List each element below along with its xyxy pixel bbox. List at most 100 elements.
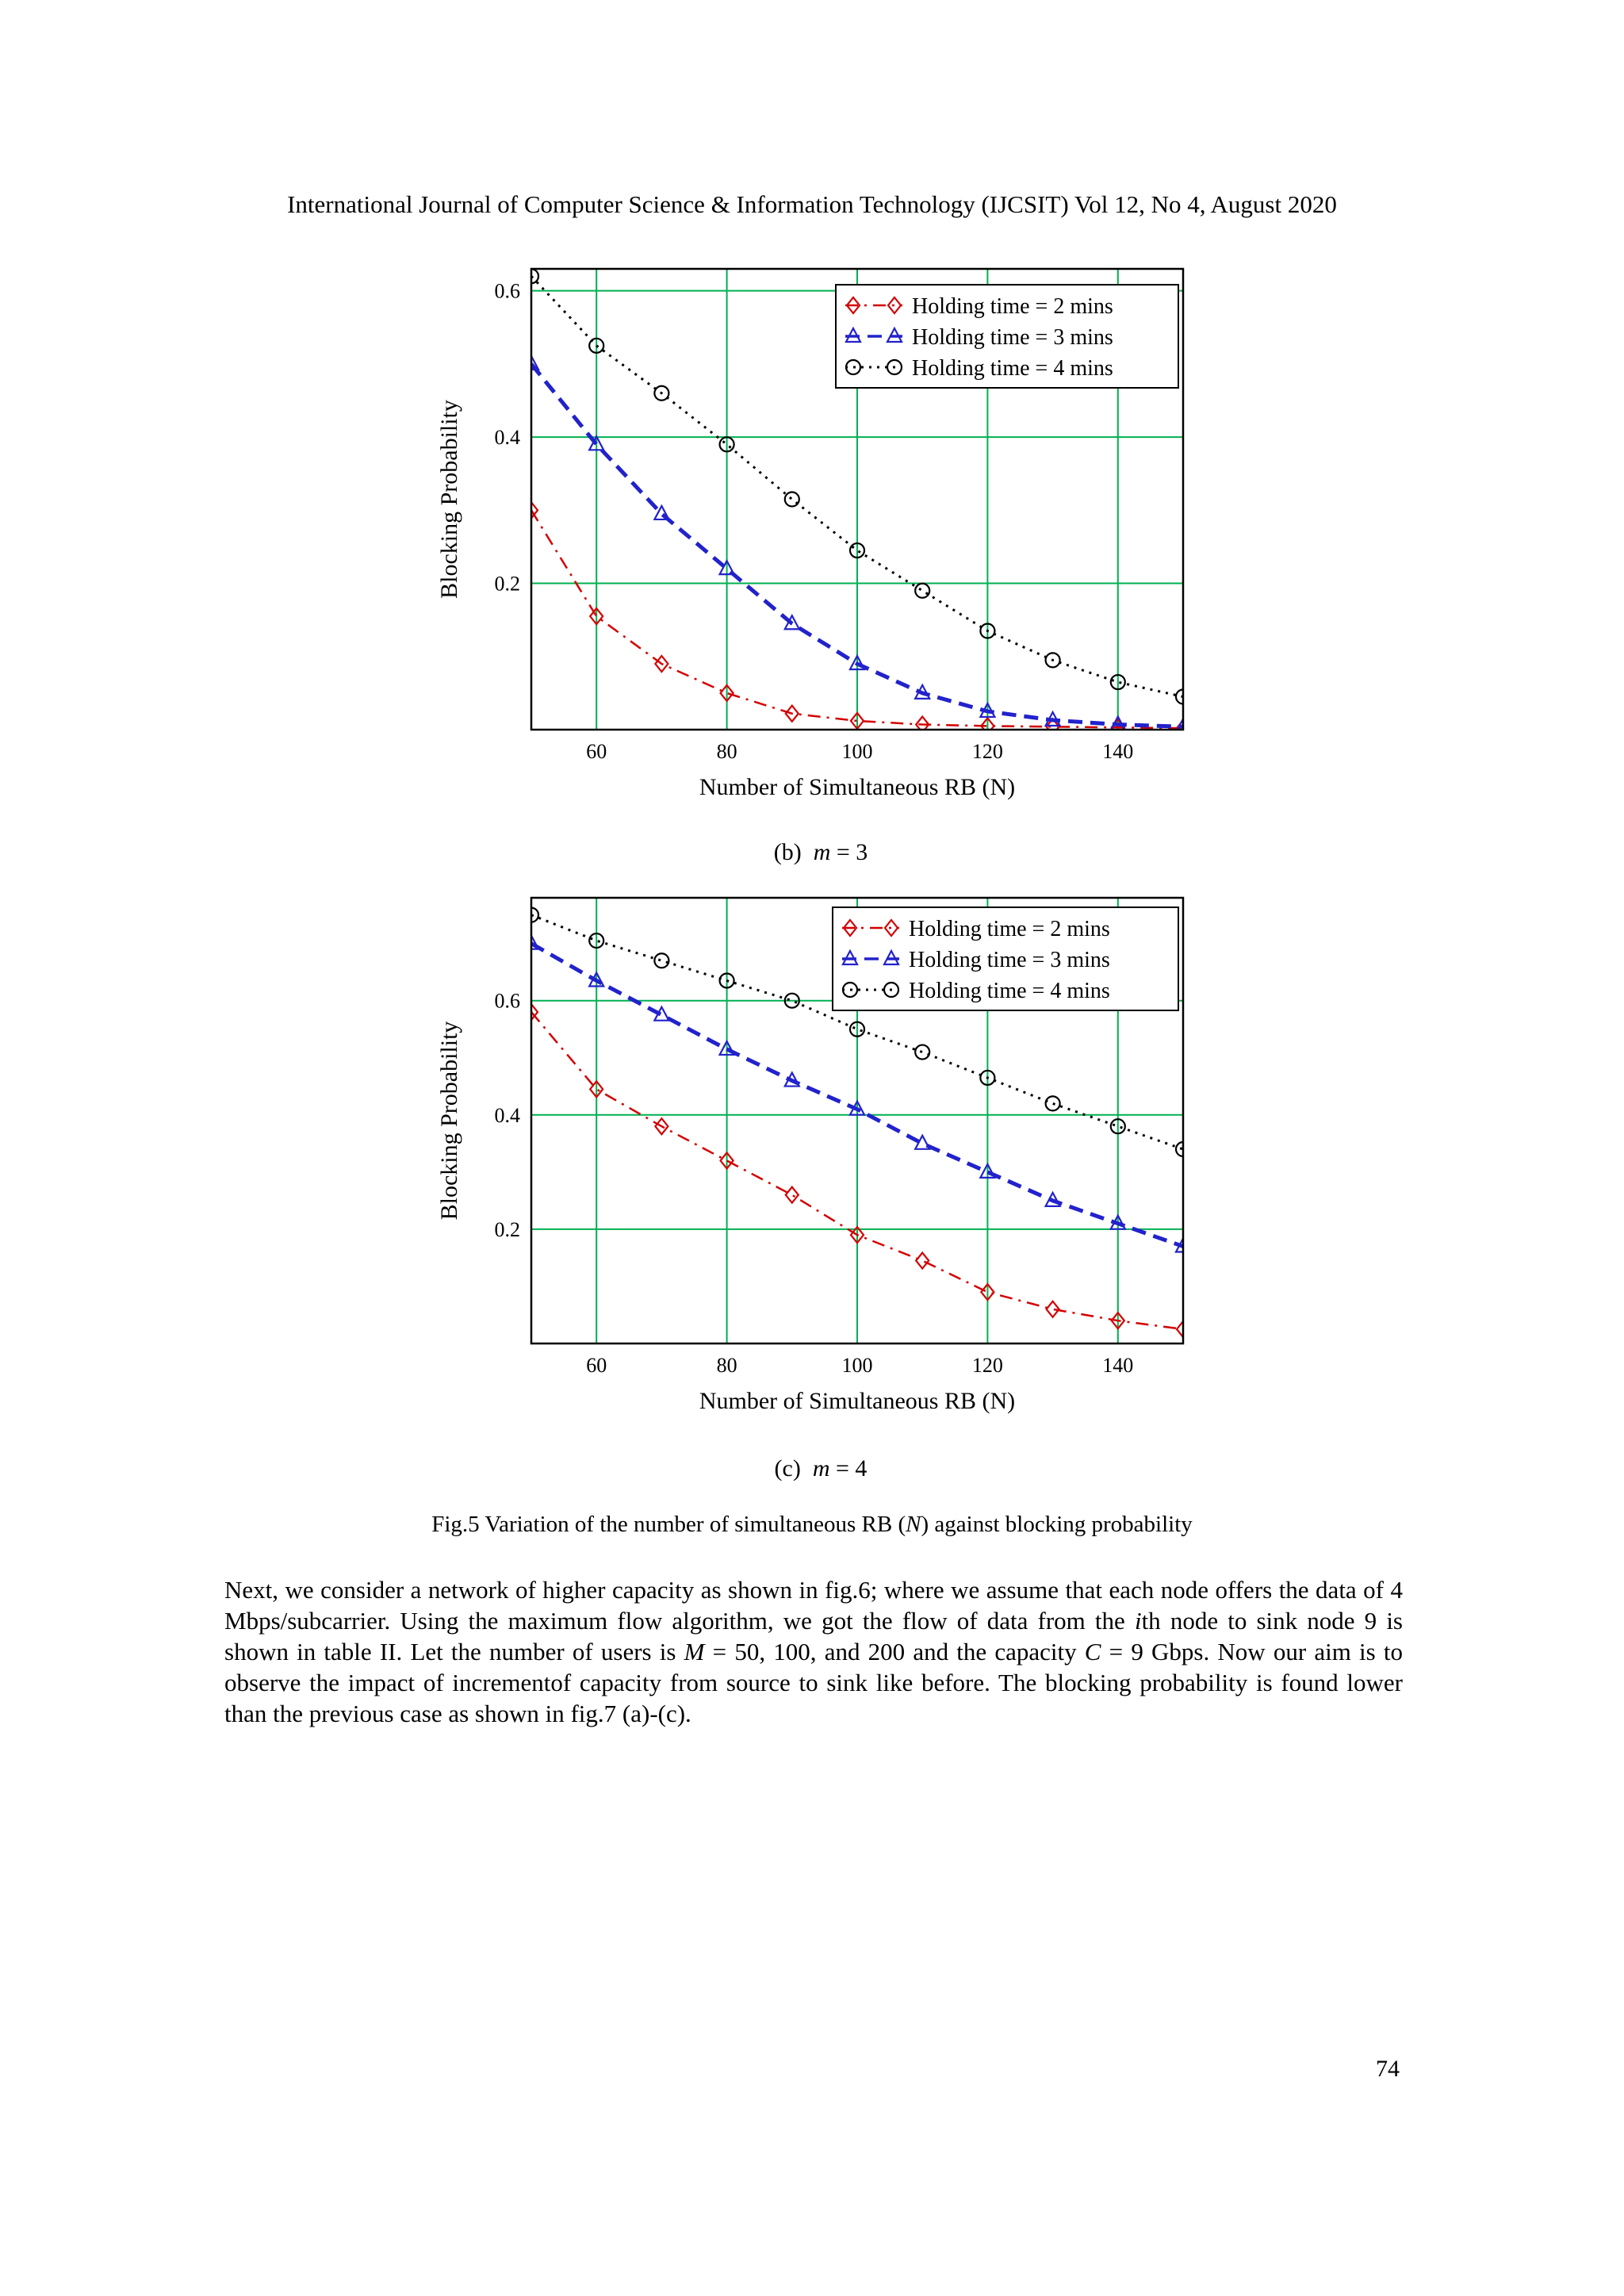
triangle-marker [886,326,903,343]
circle-marker [588,932,605,949]
diamond-marker [914,1251,930,1271]
y-tick-label: 0.2 [495,1218,521,1241]
circle-marker [848,542,866,559]
diamond-marker [849,1225,865,1244]
circle-marker [845,358,862,376]
series-line [531,362,1183,729]
diamond-marker [784,703,800,723]
circle-marker [588,337,605,354]
chart-b-m3: 60 80 100 120 140 0.2 0.4 0.6 Number of Simultan… [436,267,1185,800]
legend-label: Holding time = 4 mins [909,979,1110,1003]
diamond-marker [531,1002,539,1022]
triangle-marker [588,971,606,987]
diamond-marker [979,716,995,730]
diamond-marker [653,654,669,673]
triangle-marker [979,1162,997,1179]
triangle-marker [914,683,932,700]
series-line [531,941,1183,1248]
triangle-marker [718,558,736,576]
diamond-marker [845,296,861,315]
series-line [531,275,1183,698]
diamond-marker [883,918,899,937]
diamond-marker [653,1117,669,1136]
legend-label: Holding time = 2 mins [909,917,1110,941]
page-number: 74 [1376,2056,1400,2082]
triangle-marker [783,1071,801,1087]
diamond-marker [1045,717,1061,730]
diamond-marker [531,500,539,520]
triangle-marker [1176,716,1183,730]
circle-marker [653,385,670,401]
y-tick-label: 0.2 [495,573,521,596]
circle-marker [653,953,670,969]
triangle-marker [914,1133,932,1150]
circle-marker [848,1021,866,1037]
y-tick-label: 0.4 [495,426,521,449]
triangle-marker [1109,1213,1127,1230]
plot-border [530,896,1185,1345]
journal-header: International Journal of Computer Scienc… [287,190,1337,218]
triangle-marker [1109,715,1126,730]
circle-marker [883,981,900,999]
y-tick-label: 0.6 [495,990,521,1013]
body-paragraph: Next, we consider a network of higher ca… [224,1576,1404,1727]
diamond-marker [588,1079,604,1099]
triangle-marker [653,1005,671,1022]
plot-border [530,267,1185,731]
diamond-marker [784,1185,800,1205]
x-tick-label: 140 [1102,740,1133,763]
circle-marker [1174,1140,1183,1158]
circle-marker [914,1044,931,1060]
diamond-marker [1045,1300,1061,1319]
y-axis-label: Blocking Probability [436,1022,462,1221]
x-tick-label: 80 [717,1354,737,1377]
series-line [531,509,1183,730]
circle-marker [531,269,540,285]
x-axis-label: Number of Simultaneous RB (N) [699,774,1015,800]
x-tick-label: 100 [842,1354,873,1377]
series-layer [531,269,1183,730]
triangle-marker [783,613,801,631]
x-tick-label: 60 [586,740,607,763]
triangle-marker [718,1039,736,1056]
y-tick-label: 0.6 [495,280,521,303]
x-tick-label: 120 [972,1354,1003,1377]
triangle-marker [883,949,900,966]
triangle-marker [848,654,866,671]
x-tick-label: 140 [1102,1354,1133,1377]
diamond-marker [588,607,604,626]
diamond-marker [842,918,858,937]
x-tick-label: 80 [717,740,737,763]
x-tick-label: 100 [842,740,873,763]
circle-marker [914,582,931,599]
triangle-marker [845,326,862,343]
triangle-marker [1174,1236,1183,1253]
legend: Holding time = 2 mins Holding time = 3 mi… [835,284,1179,389]
diamond-marker [719,684,735,703]
circle-marker [1109,673,1126,691]
circle-marker [841,981,859,999]
circle-marker [979,1069,996,1087]
circle-marker [531,907,540,923]
triangle-marker [588,434,606,451]
legend-label: Holding time = 2 mins [912,294,1113,319]
triangle-marker [531,354,540,370]
diamond-marker [887,296,902,315]
legend-label: Holding time = 3 mins [909,948,1110,972]
x-tick-label: 120 [972,740,1003,763]
circle-marker [1044,652,1061,669]
circle-marker [718,436,735,453]
legend-label: Holding time = 3 mins [912,325,1113,350]
chart-c-m4: 60 80 100 120 140 0.2 0.4 0.6 Number of Simultan… [436,896,1185,1414]
circle-marker [886,358,903,376]
circle-marker [1109,1118,1126,1135]
series-layer [531,907,1183,1339]
y-axis-label: Blocking Probability [436,400,462,599]
x-axis-label: Number of Simultaneous RB (N) [699,1388,1015,1414]
circle-marker [783,491,800,508]
triangle-marker [653,504,671,521]
subcaption-b: (b) m = 3 [773,839,868,865]
diamond-marker [1175,1320,1183,1339]
tick-labels: 60 80 100 120 140 0.2 0.4 0.6 [495,280,1134,763]
x-tick-label: 60 [586,1354,607,1377]
